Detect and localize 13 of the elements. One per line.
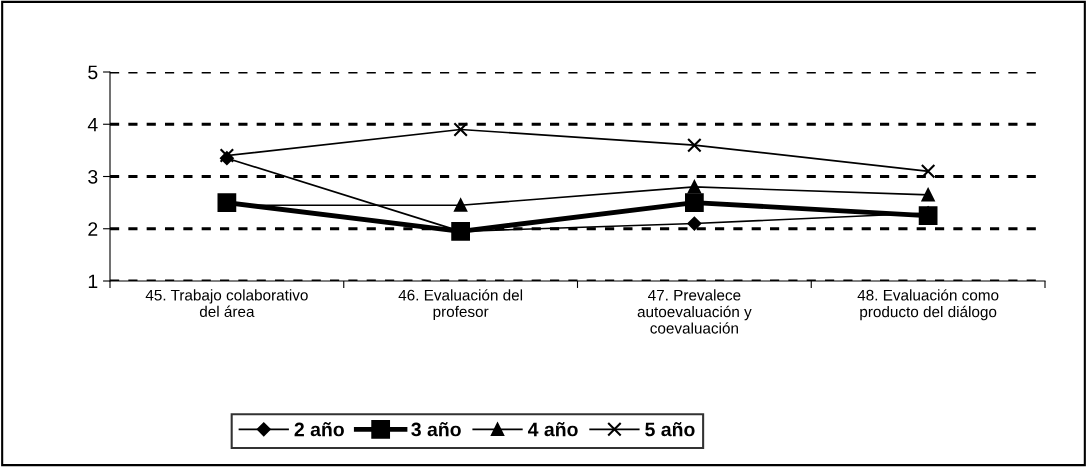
x-tick-label: 46. Evaluación del profesor	[398, 289, 523, 321]
x-tick-label: 48. Evaluación como producto del diálogo	[857, 289, 999, 321]
legend-label: 5 año	[645, 422, 695, 437]
x-tick-label: 45. Trabajo colaborativo del área	[145, 289, 308, 318]
y-tick-label: 4	[87, 117, 98, 132]
y-tick-label: 5	[88, 65, 98, 80]
y-tick-label: 1	[88, 274, 98, 289]
legend-label: 3 año	[411, 422, 461, 437]
legend-label: 4 año	[527, 422, 578, 437]
x-tick-label: 47. Prevalece autoevaluación y coevaluación	[637, 289, 752, 334]
legend-label: 2 año	[294, 422, 344, 437]
y-tick-label: 3	[88, 169, 98, 184]
y-tick-label: 2	[88, 222, 98, 236]
